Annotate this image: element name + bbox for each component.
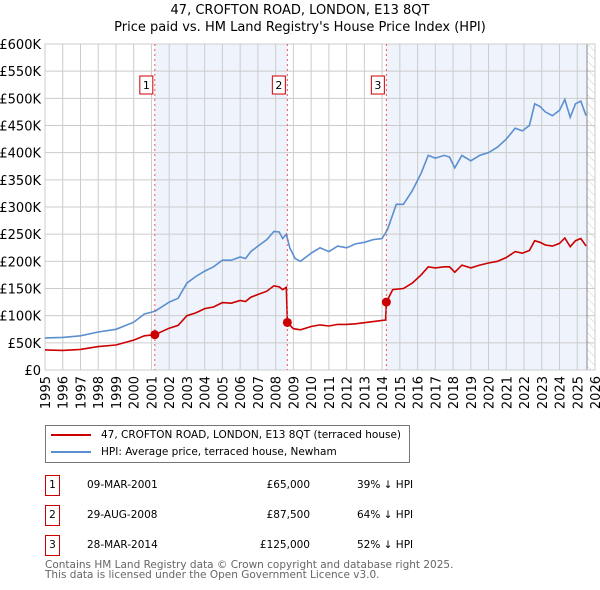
chart-subtitle: Price paid vs. HM Land Registry's House … bbox=[114, 20, 486, 35]
y-tick-label: £300K bbox=[0, 201, 41, 216]
x-tick-label: 2022 bbox=[518, 376, 533, 409]
transaction-hpi: 39% ↓ HPI bbox=[357, 479, 414, 491]
x-tick-label: 1998 bbox=[92, 376, 107, 409]
x-tick-label: 2008 bbox=[270, 376, 285, 409]
x-tick-label: 2017 bbox=[429, 376, 444, 409]
y-tick-label: £150K bbox=[0, 283, 41, 298]
sale-label: 2 bbox=[275, 79, 282, 92]
x-tick-label: 2002 bbox=[163, 376, 178, 409]
sale-label-box bbox=[370, 75, 385, 95]
transaction-date: 09-MAR-2001 bbox=[87, 479, 158, 491]
x-tick-label: 2014 bbox=[376, 376, 391, 409]
x-tick-label: 2007 bbox=[252, 376, 267, 409]
y-tick-label: £450K bbox=[0, 120, 41, 135]
transaction-price: £87,500 bbox=[266, 509, 310, 521]
chart-title: 47, CROFTON ROAD, LONDON, E13 8QT bbox=[170, 3, 430, 18]
footer: Contains HM Land Registry data © Crown c… bbox=[45, 559, 454, 581]
x-tick-label: 2019 bbox=[465, 376, 480, 409]
legend-swatch-red bbox=[51, 434, 91, 436]
y-tick-label: £100K bbox=[0, 310, 41, 325]
sale-label-box bbox=[139, 75, 154, 95]
transaction-number: 2 bbox=[45, 505, 60, 526]
y-tick-label: £400K bbox=[0, 147, 41, 162]
transaction-price: £65,000 bbox=[266, 479, 310, 491]
x-tick-label: 2023 bbox=[536, 376, 551, 409]
x-tick-label: 2013 bbox=[358, 376, 373, 409]
price-chart: £0 £50K £100K £150K £200K £250K £300K £350K £400… bbox=[0, 38, 600, 409]
x-tick-label: 2010 bbox=[305, 376, 320, 409]
x-tick-label: 2009 bbox=[287, 376, 302, 409]
sale-label: 3 bbox=[374, 79, 381, 92]
y-tick-label: £50K bbox=[8, 337, 42, 352]
x-tick-label: 2001 bbox=[145, 376, 160, 409]
legend-label-hpi: HPI: Average price, terraced house, Newh… bbox=[101, 446, 337, 458]
transaction-date: 28-MAR-2014 bbox=[87, 539, 158, 551]
transaction-row: 2 29-AUG-2008 £87,500 64% ↓ HPI bbox=[45, 505, 445, 526]
x-tick-label: 2011 bbox=[323, 376, 338, 409]
x-tick-label: 1995 bbox=[39, 376, 54, 409]
transaction-date: 29-AUG-2008 bbox=[87, 509, 158, 521]
x-tick-label: 2020 bbox=[483, 376, 498, 409]
legend-item-property: 47, CROFTON ROAD, LONDON, E13 8QT (terra… bbox=[51, 427, 401, 443]
y-tick-label: £250K bbox=[0, 228, 41, 243]
sale-point bbox=[282, 317, 292, 327]
x-tick-label: 1999 bbox=[110, 376, 125, 409]
x-tick-label: 1997 bbox=[74, 376, 89, 409]
x-tick-label: 2018 bbox=[447, 376, 462, 409]
x-tick-label: 2006 bbox=[234, 376, 249, 409]
sale-label-box bbox=[271, 75, 286, 95]
x-tick-label: 2025 bbox=[571, 376, 586, 409]
x-tick-label: 2003 bbox=[181, 376, 196, 409]
x-tick-label: 2015 bbox=[394, 376, 409, 409]
transaction-row: 1 09-MAR-2001 £65,000 39% ↓ HPI bbox=[45, 475, 445, 496]
footer-copyright: Contains HM Land Registry data © Crown c… bbox=[45, 559, 454, 571]
y-tick-label: £600K bbox=[0, 38, 41, 53]
transaction-row: 3 28-MAR-2014 £125,000 52% ↓ HPI bbox=[45, 535, 445, 556]
x-tick-label: 2016 bbox=[412, 376, 427, 409]
x-tick-label: 2000 bbox=[128, 376, 143, 409]
transaction-price: £125,000 bbox=[259, 539, 310, 551]
x-tick-label: 2021 bbox=[500, 376, 515, 409]
legend-item-hpi: HPI: Average price, terraced house, Newh… bbox=[51, 444, 337, 460]
transaction-hpi: 64% ↓ HPI bbox=[357, 509, 414, 521]
sale-label: 1 bbox=[143, 79, 150, 92]
x-tick-label: 2012 bbox=[341, 376, 356, 409]
plot-border bbox=[44, 43, 596, 371]
sale-point bbox=[381, 297, 391, 307]
footer-licence: This data is licensed under the Open Gov… bbox=[45, 569, 380, 581]
x-tick-label: 1996 bbox=[57, 376, 72, 409]
x-tick-label: 2026 bbox=[589, 376, 600, 409]
y-tick-label: £200K bbox=[0, 255, 41, 270]
transaction-number: 1 bbox=[45, 475, 60, 496]
sale-point bbox=[150, 330, 160, 340]
transaction-number: 3 bbox=[45, 535, 60, 556]
hpi-line bbox=[44, 97, 587, 339]
legend-label-property: 47, CROFTON ROAD, LONDON, E13 8QT (terra… bbox=[101, 429, 402, 441]
y-tick-label: £500K bbox=[0, 92, 41, 107]
x-tick-label: 2005 bbox=[216, 376, 231, 409]
x-tick-label: 2024 bbox=[554, 376, 569, 409]
y-tick-label: £550K bbox=[0, 65, 41, 80]
property-price-line bbox=[44, 236, 587, 352]
transaction-hpi: 52% ↓ HPI bbox=[357, 539, 414, 551]
y-tick-label: £350K bbox=[0, 174, 41, 189]
legend: 47, CROFTON ROAD, LONDON, E13 8QT (terra… bbox=[45, 425, 410, 463]
y-tick-label: £0 bbox=[24, 364, 41, 379]
legend-swatch-blue bbox=[51, 451, 91, 453]
x-tick-label: 2004 bbox=[199, 376, 214, 409]
